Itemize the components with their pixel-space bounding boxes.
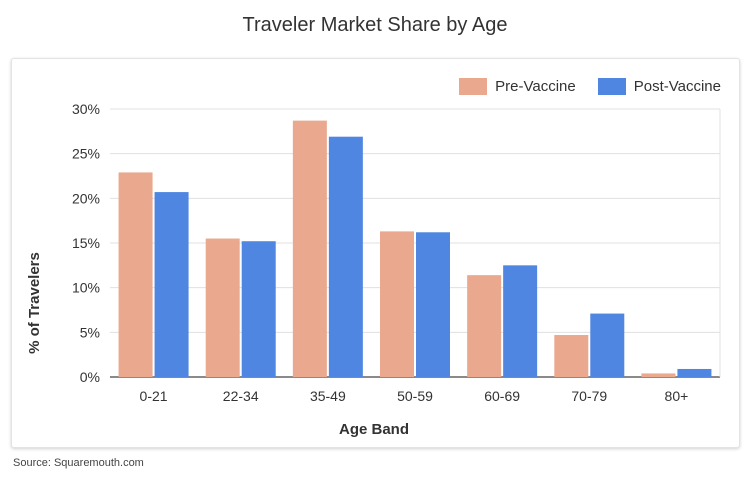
bar-pre-vaccine-60-69 xyxy=(467,275,502,377)
x-tick-label: 0-21 xyxy=(140,388,168,404)
chart-card: Pre-Vaccine Post-Vaccine 0% 5% 10% 15% 20% 25… xyxy=(11,58,740,448)
bar-pre-vaccine-22-34 xyxy=(205,238,240,377)
chart-legend: Pre-Vaccine Post-Vaccine xyxy=(437,78,721,95)
chart-title: Traveler Market Share by Age xyxy=(242,14,508,36)
bar-post-vaccine-60-69 xyxy=(503,265,538,377)
legend-label-post-vaccine: Post-Vaccine xyxy=(633,78,721,95)
x-axis-title: Age Band xyxy=(339,421,409,438)
x-tick-label: 60-69 xyxy=(484,388,520,404)
y-tick-label: 5% xyxy=(80,324,100,340)
bar-pre-vaccine-50-59 xyxy=(380,231,414,377)
x-tick-label: 35-49 xyxy=(310,388,346,404)
source-note: Source: Squaremouth.com xyxy=(13,457,144,469)
bar-post-vaccine-35-49 xyxy=(328,136,363,377)
x-tick-label: 22-34 xyxy=(223,388,259,404)
bar-post-vaccine-22-34 xyxy=(241,241,276,377)
y-tick-label: 25% xyxy=(72,146,100,162)
bar-pre-vaccine-0-21 xyxy=(118,172,153,377)
y-tick-label: 30% xyxy=(72,101,100,117)
x-tick-label: 80+ xyxy=(665,388,689,404)
legend-swatch-post-vaccine xyxy=(597,78,626,95)
plot-area: 0% 5% 10% 15% 20% 25% 30% 0-21 22-34 35-49 50-59 6… xyxy=(26,101,721,438)
x-tick-label: 70-79 xyxy=(571,388,607,404)
legend-swatch-pre-vaccine xyxy=(459,78,488,95)
y-tick-label: 0% xyxy=(80,369,100,385)
bar-post-vaccine-70-79 xyxy=(590,313,625,377)
x-tick-label: 50-59 xyxy=(397,388,433,404)
bar-pre-vaccine-70-79 xyxy=(554,335,589,377)
bar-post-vaccine-50-59 xyxy=(416,232,450,377)
bar-post-vaccine-80- xyxy=(677,368,712,377)
y-tick-label: 20% xyxy=(72,190,100,206)
bar-pre-vaccine-35-49 xyxy=(292,120,327,377)
y-tick-label: 10% xyxy=(72,280,100,296)
bar-post-vaccine-0-21 xyxy=(154,192,189,377)
legend-item-post-vaccine: Post-Vaccine xyxy=(597,78,721,95)
y-axis-title: % of Travelers xyxy=(26,252,43,354)
legend-item-pre-vaccine: Pre-Vaccine xyxy=(459,78,576,95)
legend-label-pre-vaccine: Pre-Vaccine xyxy=(495,78,576,95)
y-tick-label: 15% xyxy=(72,235,100,251)
bar-pre-vaccine-80- xyxy=(641,373,676,377)
